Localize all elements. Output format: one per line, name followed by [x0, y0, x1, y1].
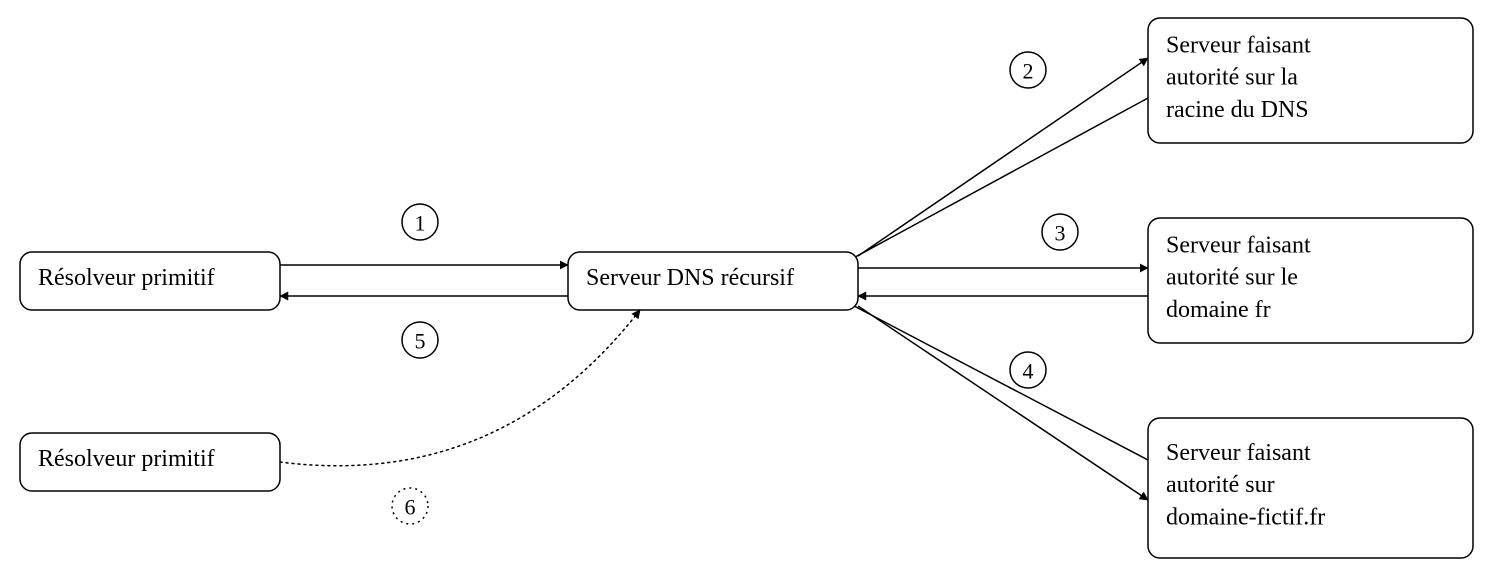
step-badge-2: 2 [1010, 52, 1046, 88]
node-resolver2: Résolveur primitif [20, 433, 280, 491]
node-resolver1: Résolveur primitif [20, 252, 280, 310]
node-auth_root: Serveur faisant autorité sur la racine du … [1148, 18, 1473, 143]
step-badge-3: 3 [1042, 214, 1078, 250]
node-label: Résolveur primitif [38, 265, 215, 291]
node-label: Serveur faisant [1166, 32, 1311, 58]
node-label: Serveur DNS récursif [586, 265, 794, 291]
edge-e2a [858, 58, 1148, 256]
step-number: 1 [415, 211, 426, 236]
step-badge-5: 5 [402, 322, 438, 358]
node-auth_fictif: Serveur faisant autorité sur domaine-ficti… [1148, 418, 1473, 558]
step-number: 5 [415, 329, 426, 354]
step-badge-4: 4 [1010, 352, 1046, 388]
node-label: autorité sur la [1166, 65, 1298, 91]
step-badge-1: 1 [402, 204, 438, 240]
node-label: autorité sur [1166, 472, 1275, 498]
edge-e4b [858, 306, 1148, 500]
step-number: 4 [1023, 359, 1034, 384]
edge-e6 [280, 310, 640, 466]
edge-e2b [835, 98, 1148, 268]
node-label: racine du DNS [1166, 97, 1309, 123]
node-label: autorité sur le [1166, 265, 1298, 291]
step-number: 6 [405, 495, 416, 520]
node-label: domaine-fictif.fr [1166, 505, 1325, 531]
node-auth_fr: Serveur faisant autorité sur le domaine fr [1148, 218, 1473, 343]
node-label: Serveur faisant [1166, 440, 1311, 466]
nodes-layer: Résolveur primitif Résolveur primitif Serv… [20, 18, 1473, 558]
node-label: Serveur faisant [1166, 232, 1311, 258]
node-label: Résolveur primitif [38, 446, 215, 472]
edge-e4a [835, 296, 1148, 460]
node-recursive: Serveur DNS récursif [568, 252, 858, 310]
step-number: 3 [1055, 221, 1066, 246]
step-number: 2 [1023, 59, 1034, 84]
step-badge-6: 6 [392, 488, 428, 524]
node-label: domaine fr [1166, 297, 1271, 323]
